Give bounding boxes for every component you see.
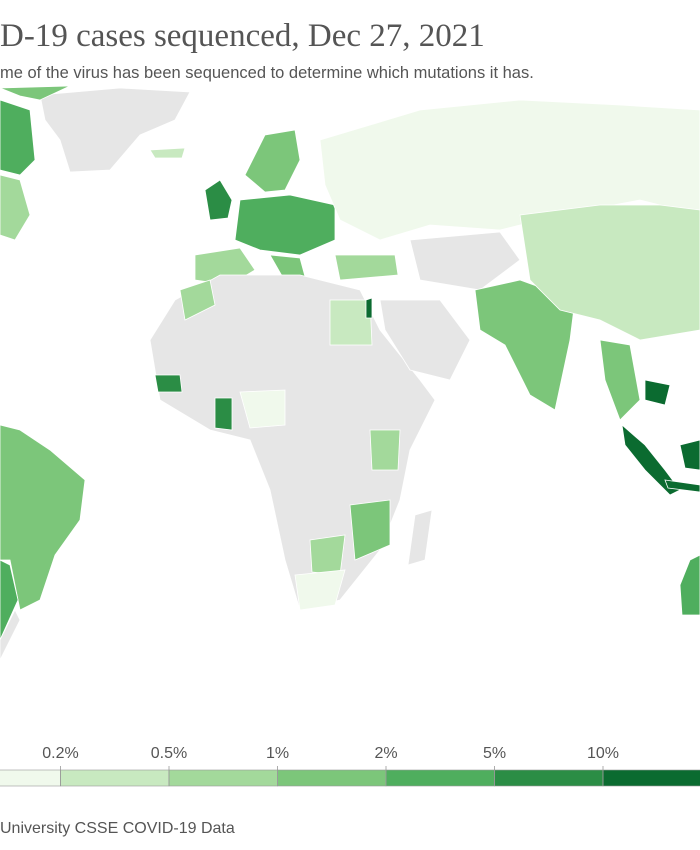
land (154, 374, 183, 393)
world-map: 0.2%0.5%1%2%5%10%2 (0, 85, 700, 787)
land (329, 299, 373, 346)
legend-swatch (0, 769, 61, 787)
land (239, 389, 286, 429)
legend-label: 0.2% (42, 745, 78, 762)
land (679, 554, 700, 616)
land (204, 179, 233, 221)
legend-label: 1% (266, 745, 289, 762)
land (234, 194, 336, 256)
land (309, 534, 346, 576)
land (0, 85, 71, 101)
legend-label: 0.5% (151, 745, 187, 762)
legend-label: 5% (483, 745, 506, 762)
legend-swatch (60, 769, 170, 787)
legend-swatch (277, 769, 387, 787)
map-title: D-19 cases sequenced, Dec 27, 2021 (0, 18, 485, 54)
legend-swatch (602, 769, 700, 787)
land (0, 559, 19, 641)
legend-swatch (385, 769, 495, 787)
land (214, 397, 233, 431)
legend-swatch (168, 769, 278, 787)
land (349, 499, 391, 561)
map-subtitle: me of the virus has been sequenced to de… (0, 64, 534, 82)
land (149, 147, 186, 159)
land (334, 254, 399, 281)
land (519, 204, 700, 341)
legend-label: 2% (374, 745, 397, 762)
land (621, 423, 681, 496)
legend-label: 10% (587, 745, 619, 762)
land (365, 297, 373, 319)
land (294, 569, 346, 611)
land (369, 429, 401, 471)
land (0, 174, 31, 241)
legend-swatch (494, 769, 604, 787)
land (0, 609, 21, 661)
land (679, 439, 700, 471)
land (407, 509, 433, 566)
land (409, 231, 521, 291)
land (599, 339, 641, 421)
land (644, 379, 671, 406)
land (39, 87, 191, 173)
source-note: University CSSE COVID-19 Data (0, 820, 235, 837)
land (179, 279, 216, 321)
land (379, 299, 471, 381)
land (664, 479, 700, 493)
land (0, 99, 36, 176)
land (0, 424, 86, 611)
land (244, 129, 301, 193)
